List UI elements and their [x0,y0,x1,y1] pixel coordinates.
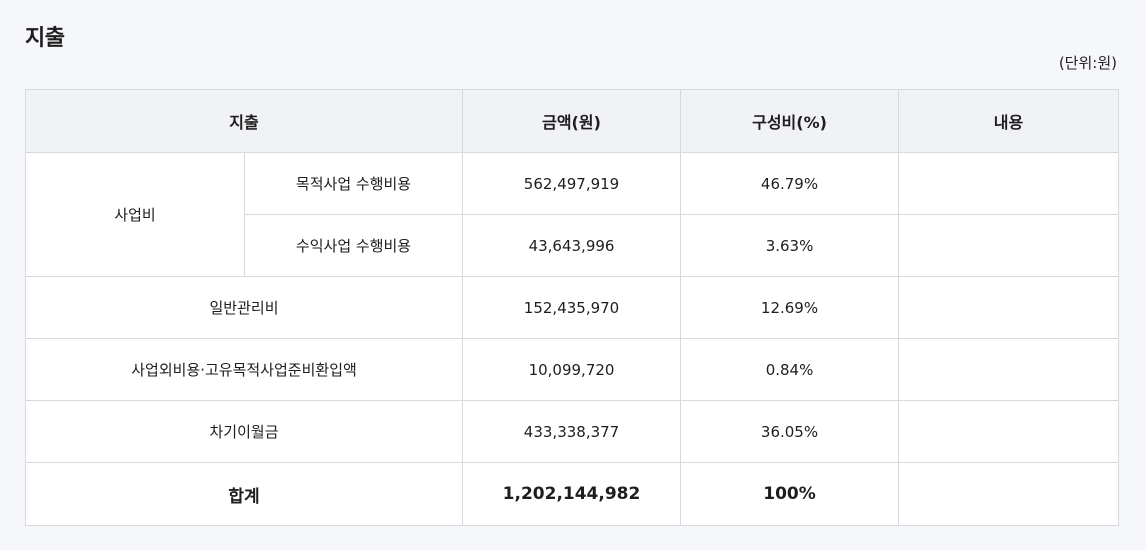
ratio-cell: 36.05% [680,400,900,463]
row-label: 사업외비용·고유목적사업준비환입액 [24,338,464,401]
total-label: 합계 [24,462,464,526]
amount-cell: 433,338,377 [462,400,682,463]
ratio-cell: 0.84% [680,338,900,401]
ratio-cell: 46.79% [680,152,900,215]
table-row: 수익사업 수행비용 43,643,996 3.63% [26,214,1120,277]
content-cell [898,214,1120,277]
sub-label: 목적사업 수행비용 [243,152,464,215]
content-cell [898,400,1120,463]
content-cell [898,276,1120,339]
total-row: 합계 1,202,144,982 100% [24,462,1120,526]
group-label: 사업비 [25,152,245,277]
table-row: 사업비 목적사업 수행비용 562,497,919 46.79% [25,152,1120,277]
table-row: 차기이월금 433,338,377 36.05% [24,400,1120,463]
header-amount: 금액(원) [462,89,682,153]
header-ratio: 구성비(%) [680,89,900,153]
content-cell [898,338,1120,401]
total-content [898,462,1120,526]
ratio-cell: 12.69% [680,276,900,339]
total-ratio: 100% [680,462,900,526]
row-label: 차기이월금 [24,400,464,463]
expenditure-table: 지출 금액(원) 구성비(%) 내용 사업비 목적사업 수행비용 562,497… [24,89,1120,526]
amount-cell: 10,099,720 [462,338,682,401]
header-content: 내용 [898,89,1120,153]
content-cell [898,152,1120,215]
table-row: 일반관리비 152,435,970 12.69% [24,276,1120,339]
table-row: 사업외비용·고유목적사업준비환입액 10,099,720 0.84% [24,338,1120,401]
table-header-row: 지출 금액(원) 구성비(%) 내용 [24,89,1120,153]
amount-cell: 152,435,970 [462,276,682,339]
unit-label: (단위:원) [1058,54,1117,72]
amount-cell: 562,497,919 [462,152,682,215]
row-label: 일반관리비 [24,276,464,339]
section-title: 지출 [25,26,65,51]
amount-cell: 43,643,996 [462,214,682,277]
sub-label: 수익사업 수행비용 [243,214,464,277]
header-category: 지출 [24,89,464,153]
total-amount: 1,202,144,982 [462,462,682,526]
ratio-cell: 3.63% [680,214,900,277]
